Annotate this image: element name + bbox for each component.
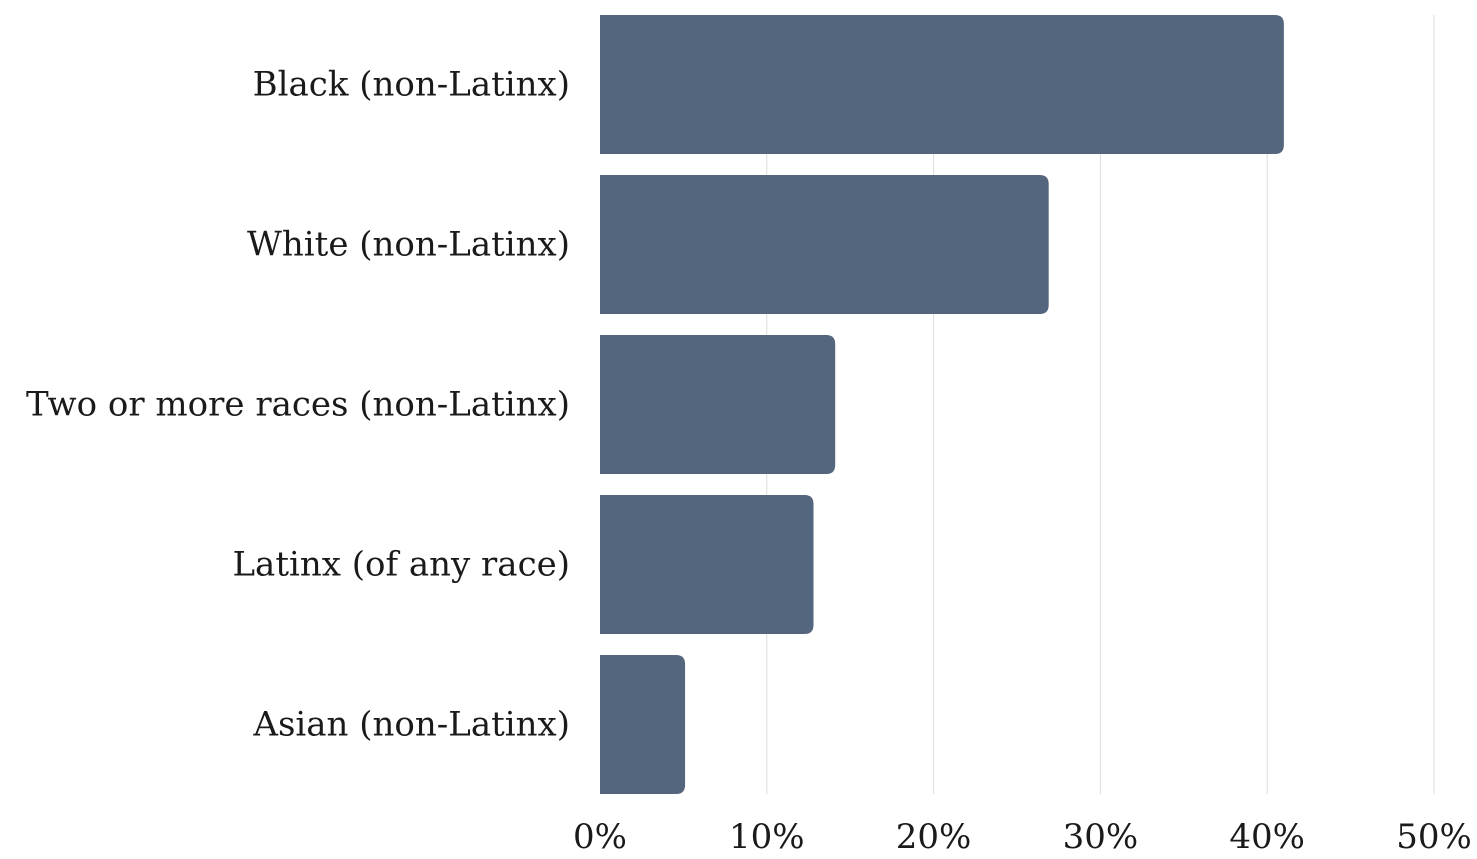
bars <box>600 15 1284 794</box>
category-labels: Black (non-Latinx) White (non-Latinx) Two … <box>26 65 570 745</box>
bar <box>600 335 836 474</box>
x-axis-tick-labels: 0% 10% 20% 30% 40% 50% <box>573 817 1472 857</box>
category-label: Asian (non-Latinx) <box>252 705 570 745</box>
bar <box>600 495 814 634</box>
category-label: Latinx (of any race) <box>232 545 570 585</box>
category-label: Black (non-Latinx) <box>253 65 570 105</box>
bar <box>600 655 686 794</box>
bar <box>600 175 1049 314</box>
category-label: White (non-Latinx) <box>247 225 570 265</box>
x-tick-label: 40% <box>1229 817 1305 857</box>
x-tick-label: 10% <box>729 817 805 857</box>
x-tick-label: 20% <box>896 817 972 857</box>
x-tick-label: 0% <box>573 817 627 857</box>
category-label: Two or more races (non-Latinx) <box>26 385 570 425</box>
x-tick-label: 50% <box>1396 817 1472 857</box>
bar <box>600 15 1284 154</box>
x-tick-label: 30% <box>1063 817 1139 857</box>
